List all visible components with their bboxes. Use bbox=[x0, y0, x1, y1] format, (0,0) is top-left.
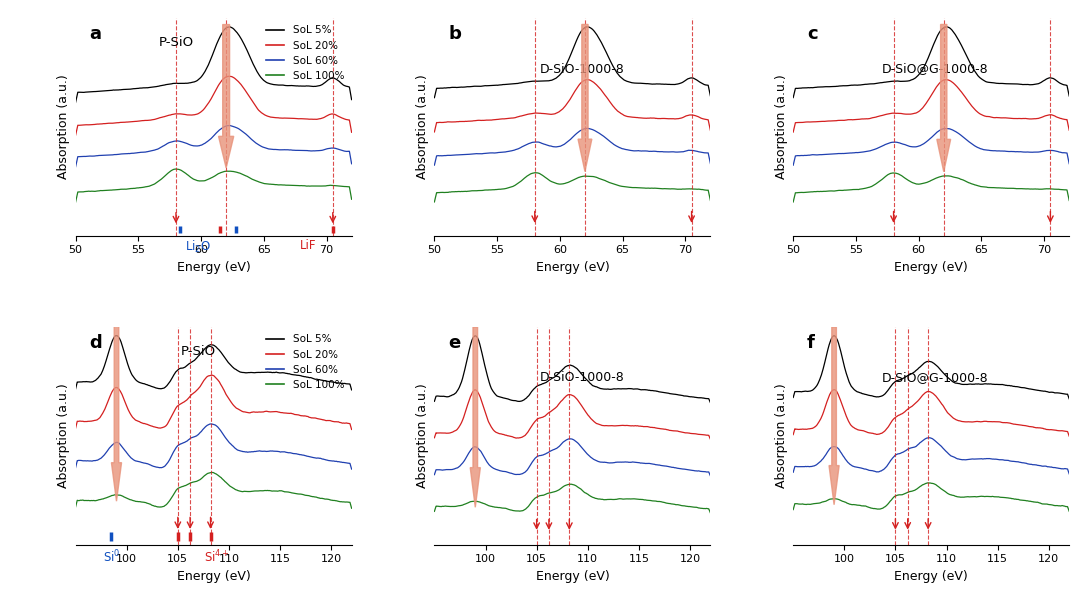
Y-axis label: Absorption (a.u.): Absorption (a.u.) bbox=[57, 74, 70, 179]
X-axis label: Energy (eV): Energy (eV) bbox=[177, 261, 251, 274]
Y-axis label: Absorption (a.u.): Absorption (a.u.) bbox=[416, 74, 429, 179]
X-axis label: Energy (eV): Energy (eV) bbox=[177, 570, 251, 583]
Text: D-SiO-1000-8: D-SiO-1000-8 bbox=[539, 371, 624, 384]
FancyArrow shape bbox=[829, 327, 839, 505]
Text: P-SiO: P-SiO bbox=[180, 345, 216, 358]
X-axis label: Energy (eV): Energy (eV) bbox=[894, 261, 968, 274]
Text: c: c bbox=[807, 25, 818, 43]
Legend: SoL 5%, SoL 20%, SoL 60%, SoL 100%: SoL 5%, SoL 20%, SoL 60%, SoL 100% bbox=[264, 24, 347, 83]
Legend: SoL 5%, SoL 20%, SoL 60%, SoL 100%: SoL 5%, SoL 20%, SoL 60%, SoL 100% bbox=[264, 332, 347, 392]
Y-axis label: Absorption (a.u.): Absorption (a.u.) bbox=[57, 384, 70, 488]
Text: a: a bbox=[90, 25, 102, 43]
FancyArrow shape bbox=[470, 327, 481, 507]
Y-axis label: Absorption (a.u.): Absorption (a.u.) bbox=[774, 384, 787, 488]
FancyArrow shape bbox=[936, 24, 950, 172]
Text: Si$^0$: Si$^0$ bbox=[103, 549, 120, 565]
X-axis label: Energy (eV): Energy (eV) bbox=[536, 261, 609, 274]
Y-axis label: Absorption (a.u.): Absorption (a.u.) bbox=[416, 384, 429, 488]
Text: D-SiO@G-1000-8: D-SiO@G-1000-8 bbox=[881, 371, 988, 384]
Text: D-SiO-1000-8: D-SiO-1000-8 bbox=[539, 62, 624, 76]
FancyArrow shape bbox=[578, 24, 592, 171]
X-axis label: Energy (eV): Energy (eV) bbox=[894, 570, 968, 583]
Text: e: e bbox=[448, 333, 460, 352]
Text: Li$_2$O: Li$_2$O bbox=[186, 238, 212, 255]
Text: D-SiO@G-1000-8: D-SiO@G-1000-8 bbox=[881, 62, 988, 76]
FancyArrow shape bbox=[111, 326, 122, 501]
Y-axis label: Absorption (a.u.): Absorption (a.u.) bbox=[774, 74, 787, 179]
Text: LiF: LiF bbox=[299, 238, 316, 252]
Text: d: d bbox=[90, 333, 103, 352]
X-axis label: Energy (eV): Energy (eV) bbox=[536, 570, 609, 583]
Text: f: f bbox=[807, 333, 815, 352]
FancyArrow shape bbox=[218, 25, 233, 168]
Text: b: b bbox=[448, 25, 461, 43]
Text: P-SiO: P-SiO bbox=[159, 36, 193, 50]
Text: Si$^{4+}$: Si$^{4+}$ bbox=[204, 549, 230, 565]
